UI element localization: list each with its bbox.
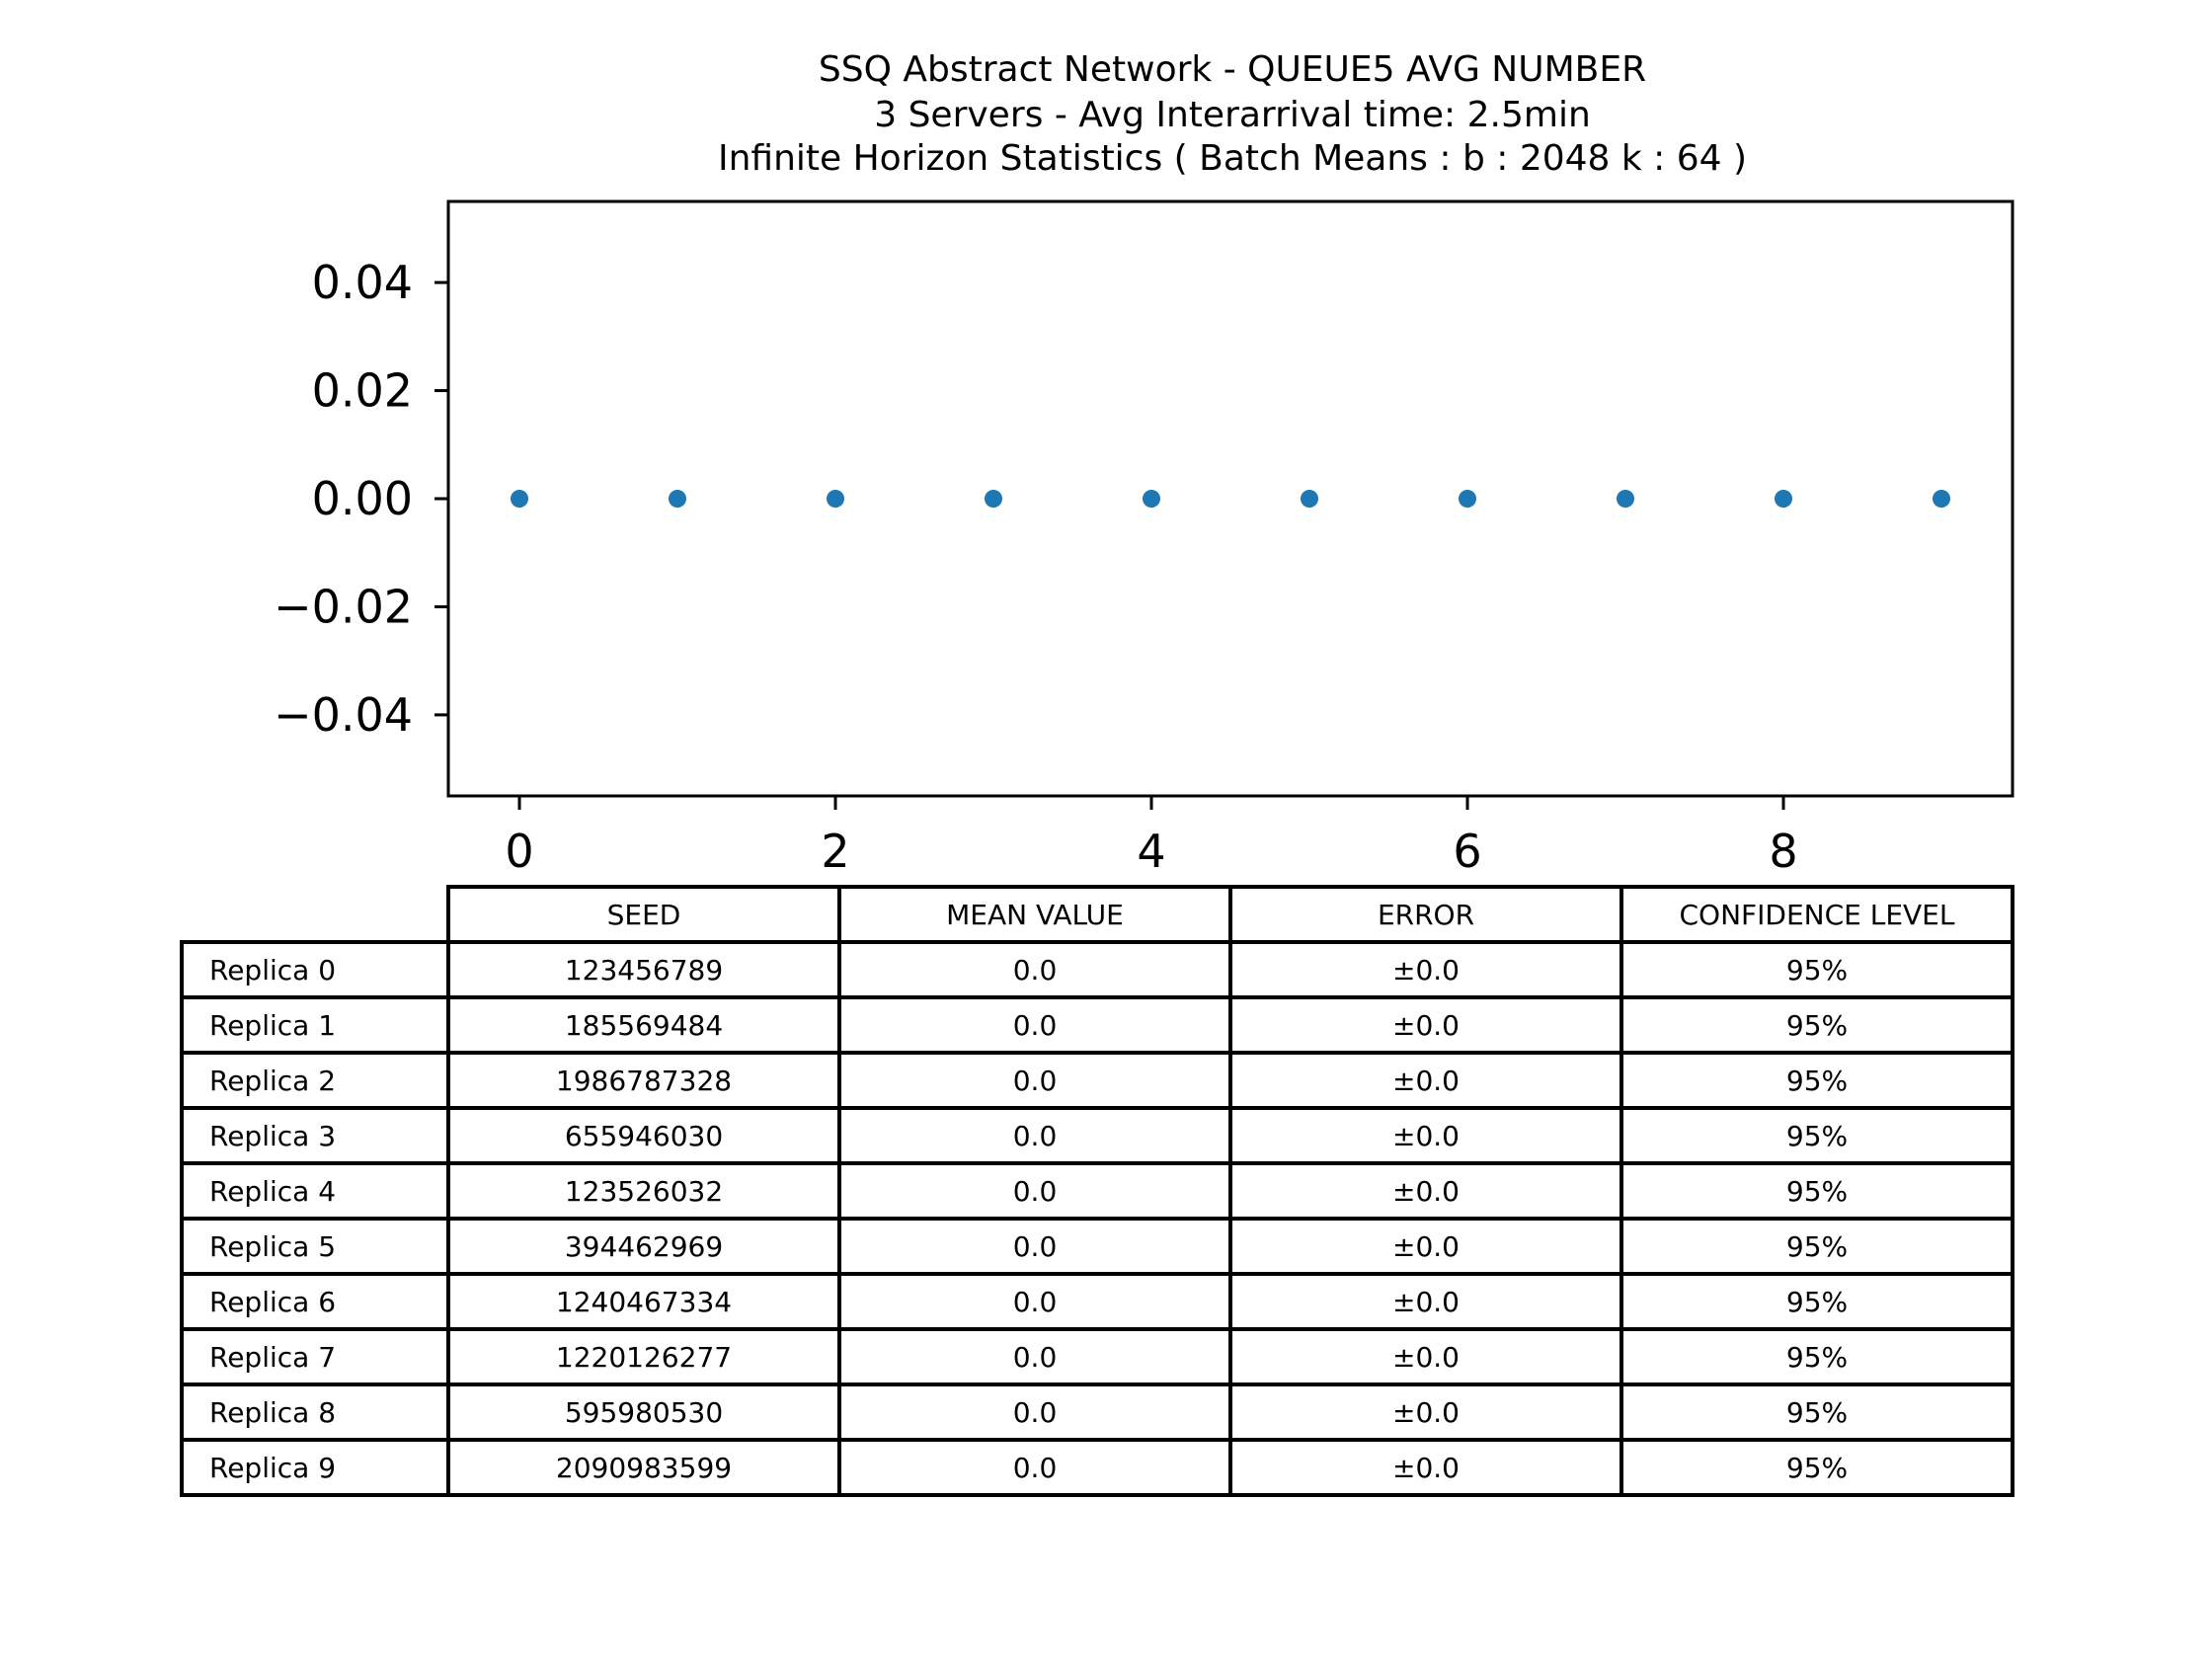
- mean-value-cell: 0.0: [837, 1217, 1232, 1276]
- y-tick-label: 0.02: [312, 364, 413, 418]
- row-header: Replica 6: [180, 1272, 450, 1331]
- column-header-seed: SEED: [446, 885, 841, 944]
- data-point: [1301, 490, 1318, 508]
- seed-cell: 2090983599: [446, 1438, 841, 1497]
- data-point: [827, 490, 844, 508]
- table-row: Replica 6 1240467334 0.0 ±0.0 95%: [180, 1272, 2014, 1331]
- data-point: [985, 490, 1002, 508]
- seed-cell: 595980530: [446, 1382, 841, 1442]
- column-header-mean-value: MEAN VALUE: [837, 885, 1232, 944]
- mean-value-cell: 0.0: [837, 995, 1232, 1055]
- table-corner: [182, 887, 448, 942]
- confidence-level-cell: 95%: [1620, 1272, 2014, 1331]
- confidence-level-cell: 95%: [1620, 995, 2014, 1055]
- table-row: Replica 0 123456789 0.0 ±0.0 95%: [180, 940, 2014, 999]
- confidence-level-cell: 95%: [1620, 1327, 2014, 1386]
- error-cell: ±0.0: [1228, 1272, 1623, 1331]
- confidence-level-cell: 95%: [1620, 1382, 2014, 1442]
- y-tick-label: 0.00: [312, 472, 413, 525]
- confidence-level-cell: 95%: [1620, 1161, 2014, 1221]
- mean-value-cell: 0.0: [837, 1051, 1232, 1110]
- seed-cell: 185569484: [446, 995, 841, 1055]
- x-tick-label: 2: [821, 825, 849, 878]
- statistics-table: SEED MEAN VALUE ERROR CONFIDENCE LEVEL R…: [180, 885, 2014, 1497]
- row-header: Replica 1: [180, 995, 450, 1055]
- table-row: Replica 1 185569484 0.0 ±0.0 95%: [180, 995, 2014, 1055]
- mean-value-cell: 0.0: [837, 1106, 1232, 1165]
- mean-value-cell: 0.0: [837, 1161, 1232, 1221]
- table-row: Replica 4 123526032 0.0 ±0.0 95%: [180, 1161, 2014, 1221]
- chart-title-line-3: Infinite Horizon Statistics ( Batch Mean…: [718, 138, 1747, 179]
- error-cell: ±0.0: [1228, 1051, 1623, 1110]
- error-cell: ±0.0: [1228, 1106, 1623, 1165]
- y-tick-label: 0.04: [312, 256, 413, 309]
- row-header: Replica 7: [180, 1327, 450, 1386]
- chart: SSQ Abstract Network - QUEUE5 AVG NUMBER…: [274, 49, 2014, 878]
- data-point: [511, 490, 528, 508]
- y-tick-label: −0.04: [274, 688, 413, 742]
- data-point: [1933, 490, 1950, 508]
- row-header: Replica 9: [180, 1438, 450, 1497]
- data-point: [1617, 490, 1634, 508]
- row-header: Replica 0: [180, 940, 450, 999]
- data-point: [1775, 490, 1792, 508]
- data-points: [511, 490, 1950, 508]
- mean-value-cell: 0.0: [837, 1272, 1232, 1331]
- table-row: Replica 9 2090983599 0.0 ±0.0 95%: [180, 1438, 2014, 1497]
- x-tick-label: 6: [1453, 825, 1481, 878]
- error-cell: ±0.0: [1228, 1161, 1623, 1221]
- seed-cell: 655946030: [446, 1106, 841, 1165]
- column-header-confidence-level: CONFIDENCE LEVEL: [1620, 885, 2014, 944]
- data-point: [1143, 490, 1160, 508]
- y-tick-label: −0.02: [274, 580, 413, 633]
- table-row: Replica 5 394462969 0.0 ±0.0 95%: [180, 1217, 2014, 1276]
- table-row: Replica 7 1220126277 0.0 ±0.0 95%: [180, 1327, 2014, 1386]
- error-cell: ±0.0: [1228, 995, 1623, 1055]
- confidence-level-cell: 95%: [1620, 1438, 2014, 1497]
- row-header: Replica 8: [180, 1382, 450, 1442]
- x-tick-label: 0: [505, 825, 533, 878]
- table-row: Replica 8 595980530 0.0 ±0.0 95%: [180, 1382, 2014, 1442]
- chart-title-line-2: 3 Servers - Avg Interarrival time: 2.5mi…: [874, 95, 1591, 135]
- data-point: [669, 490, 686, 508]
- mean-value-cell: 0.0: [837, 940, 1232, 999]
- chart-title-line-1: SSQ Abstract Network - QUEUE5 AVG NUMBER: [819, 49, 1646, 90]
- column-header-error: ERROR: [1228, 885, 1623, 944]
- table-header-row: SEED MEAN VALUE ERROR CONFIDENCE LEVEL: [182, 885, 2014, 944]
- data-point: [1459, 490, 1476, 508]
- x-tick-label: 8: [1769, 825, 1797, 878]
- confidence-level-cell: 95%: [1620, 940, 2014, 999]
- error-cell: ±0.0: [1228, 1327, 1623, 1386]
- seed-cell: 123456789: [446, 940, 841, 999]
- confidence-level-cell: 95%: [1620, 1217, 2014, 1276]
- seed-cell: 123526032: [446, 1161, 841, 1221]
- seed-cell: 1240467334: [446, 1272, 841, 1331]
- row-header: Replica 2: [180, 1051, 450, 1110]
- seed-cell: 1986787328: [446, 1051, 841, 1110]
- error-cell: ±0.0: [1228, 940, 1623, 999]
- confidence-level-cell: 95%: [1620, 1106, 2014, 1165]
- row-header: Replica 3: [180, 1106, 450, 1165]
- seed-cell: 394462969: [446, 1217, 841, 1276]
- row-header: Replica 4: [180, 1161, 450, 1221]
- mean-value-cell: 0.0: [837, 1382, 1232, 1442]
- confidence-level-cell: 95%: [1620, 1051, 2014, 1110]
- x-axis: 0 2 4 6 8: [505, 796, 1798, 878]
- error-cell: ±0.0: [1228, 1382, 1623, 1442]
- table-row: Replica 3 655946030 0.0 ±0.0 95%: [180, 1106, 2014, 1165]
- mean-value-cell: 0.0: [837, 1327, 1232, 1386]
- error-cell: ±0.0: [1228, 1217, 1623, 1276]
- mean-value-cell: 0.0: [837, 1438, 1232, 1497]
- x-tick-label: 4: [1137, 825, 1165, 878]
- y-axis: 0.04 0.02 0.00 −0.02 −0.04: [274, 256, 448, 742]
- seed-cell: 1220126277: [446, 1327, 841, 1386]
- error-cell: ±0.0: [1228, 1438, 1623, 1497]
- table-row: Replica 2 1986787328 0.0 ±0.0 95%: [180, 1051, 2014, 1110]
- row-header: Replica 5: [180, 1217, 450, 1276]
